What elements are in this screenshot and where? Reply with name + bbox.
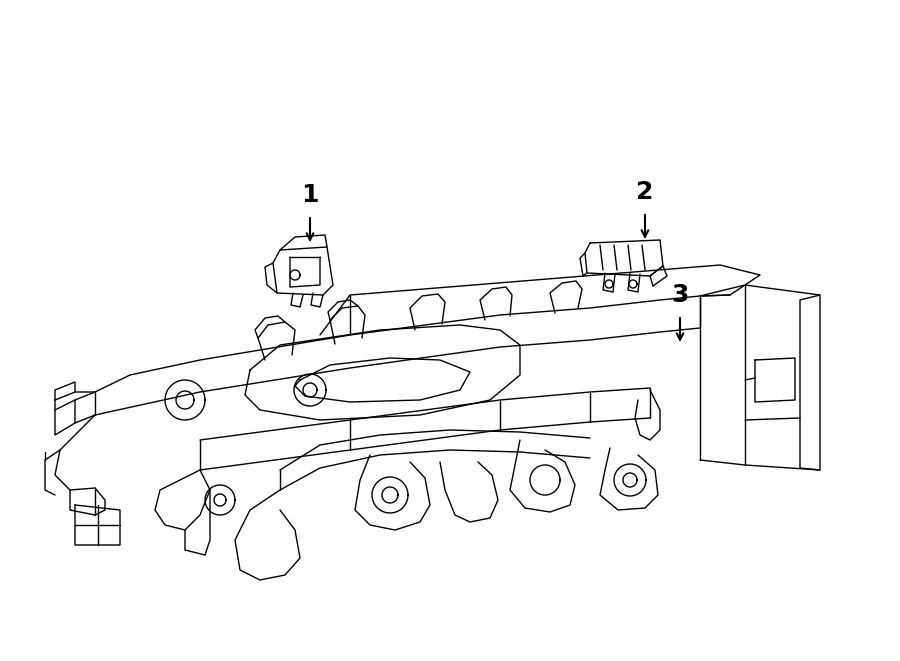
Text: 2: 2: [636, 180, 653, 204]
Text: 1: 1: [302, 183, 319, 207]
Text: 3: 3: [671, 283, 688, 307]
